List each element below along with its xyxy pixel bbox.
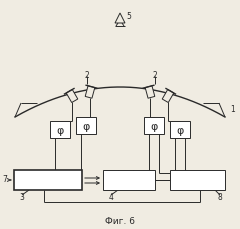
Bar bbox=[145, 86, 155, 99]
Text: 2: 2 bbox=[153, 70, 157, 79]
Polygon shape bbox=[115, 14, 125, 24]
Text: 1: 1 bbox=[231, 105, 235, 114]
Text: φ: φ bbox=[56, 125, 64, 135]
Text: 2: 2 bbox=[85, 70, 89, 79]
Bar bbox=[14, 170, 82, 190]
Bar bbox=[170, 170, 225, 190]
Text: φ: φ bbox=[176, 125, 184, 135]
Text: 7: 7 bbox=[3, 174, 7, 183]
Bar bbox=[50, 121, 70, 138]
Bar bbox=[76, 117, 96, 134]
Bar bbox=[170, 121, 190, 138]
Text: 3: 3 bbox=[20, 193, 24, 202]
Text: 4: 4 bbox=[108, 193, 114, 202]
Bar bbox=[85, 86, 95, 99]
Bar bbox=[103, 170, 155, 190]
Bar bbox=[66, 90, 78, 103]
Text: φ: φ bbox=[82, 121, 90, 131]
Text: Фиг. 6: Фиг. 6 bbox=[105, 217, 135, 226]
Bar bbox=[144, 117, 164, 134]
Text: 8: 8 bbox=[218, 193, 222, 202]
Bar bbox=[162, 90, 174, 103]
Text: φ: φ bbox=[150, 121, 158, 131]
Text: 5: 5 bbox=[126, 11, 132, 20]
